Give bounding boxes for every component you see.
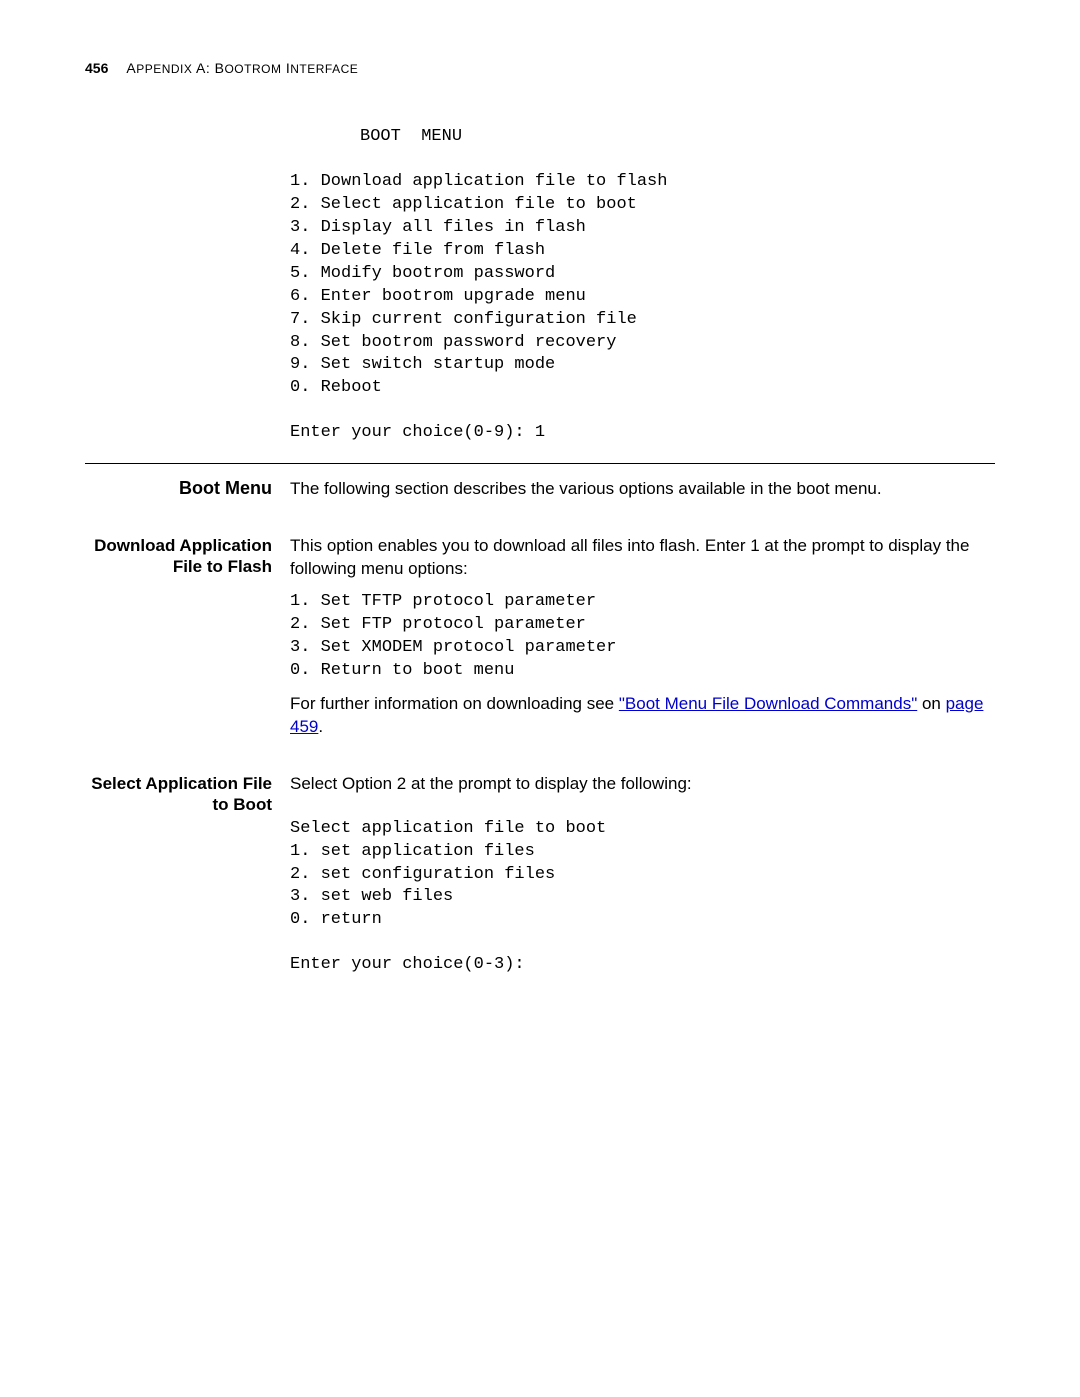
select-prompt: Enter your choice(0-3): [290,954,995,977]
appendix-part: I [281,60,290,76]
subsection-heading-col: Download Application File to Flash [85,535,290,578]
text-part: on [917,694,945,713]
text-part: . [318,717,323,736]
appendix-part: A [126,60,136,76]
download-further: For further information on downloading s… [290,693,995,739]
subsection-content: Select Option 2 at the prompt to display… [290,773,995,978]
boot-menu-prompt: Enter your choice(0-9): 1 [290,422,995,445]
page-number: 456 [85,60,108,76]
select-menu: Select application file to boot 1. set a… [290,818,995,933]
boot-menu-content: BOOT MENU 1. Download application file t… [290,126,995,445]
boot-menu-title: BOOT MENU [290,126,995,149]
section-heading-col: Boot Menu [85,478,290,499]
subsection-heading: Select Application File to Boot [91,774,272,814]
text-part: For further information on downloading s… [290,694,619,713]
appendix-part: A: B [192,60,224,76]
appendix-part: OOTROM [224,62,281,76]
section-boot-menu: Boot Menu The following section describe… [85,478,995,501]
subsection-heading: Download Application File to Flash [94,536,272,576]
page-header: 456 APPENDIX A: BOOTROM INTERFACE [85,60,995,76]
divider [85,463,995,464]
appendix-part: PPENDIX [136,62,192,76]
section-text: The following section describes the vari… [290,478,995,501]
boot-menu-block: BOOT MENU 1. Download application file t… [85,126,995,445]
appendix-title: APPENDIX A: BOOTROM INTERFACE [126,60,358,76]
section-download: Download Application File to Flash This … [85,535,995,739]
download-intro: This option enables you to download all … [290,535,995,581]
page: 456 APPENDIX A: BOOTROM INTERFACE BOOT M… [0,0,1080,1397]
download-menu: 1. Set TFTP protocol parameter 2. Set FT… [290,591,995,683]
subsection-heading-col: Select Application File to Boot [85,773,290,816]
boot-menu-lines: 1. Download application file to flash 2.… [290,171,995,400]
section-heading: Boot Menu [179,478,272,498]
section-select: Select Application File to Boot Select O… [85,773,995,978]
select-intro: Select Option 2 at the prompt to display… [290,773,995,796]
subsection-content: This option enables you to download all … [290,535,995,739]
link-boot-menu-download-commands[interactable]: "Boot Menu File Download Commands" [619,694,917,713]
appendix-part: NTERFACE [290,62,358,76]
